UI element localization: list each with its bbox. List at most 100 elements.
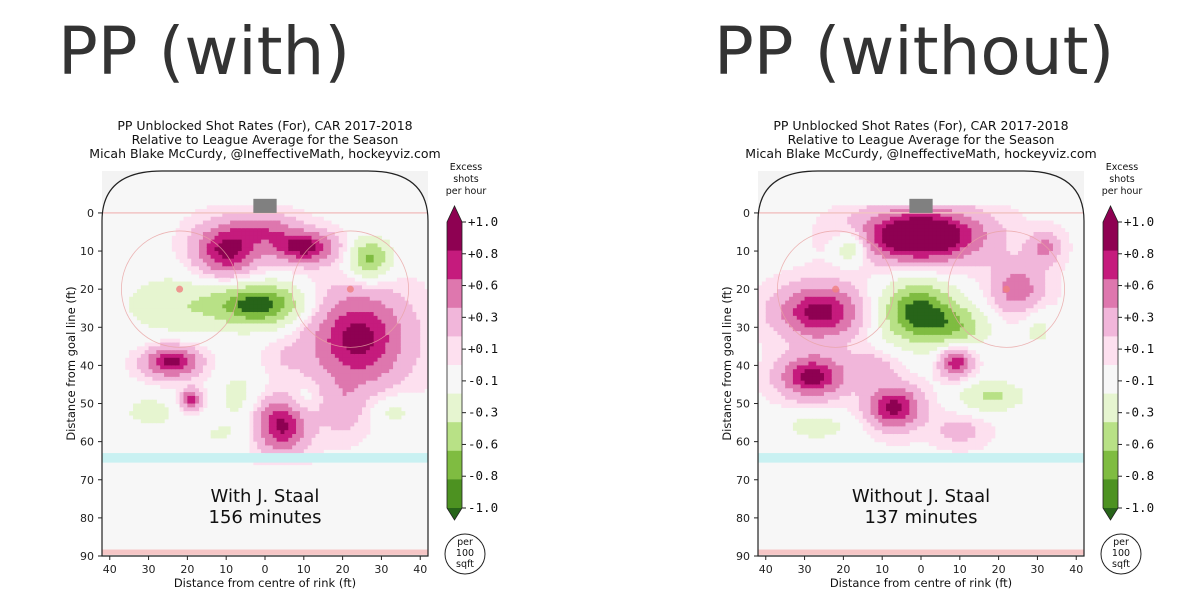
heatmap-cell xyxy=(812,296,817,302)
heatmap-cell xyxy=(385,266,390,271)
heatmap-cell xyxy=(253,224,258,229)
heatmap-cell xyxy=(858,212,864,218)
heatmap-cell xyxy=(233,228,239,233)
heatmap-cell xyxy=(288,334,293,340)
heatmap-cell xyxy=(393,384,398,389)
heatmap-cell xyxy=(237,380,243,386)
heatmap-cell xyxy=(330,384,336,389)
heatmap-cell xyxy=(816,258,821,264)
heatmap-cell xyxy=(152,361,157,367)
heatmap-cell xyxy=(816,319,821,325)
heatmap-cell xyxy=(393,281,398,286)
heatmap-cell xyxy=(858,239,864,245)
heatmap-cell xyxy=(843,395,848,401)
heatmap-cell xyxy=(851,403,856,408)
heatmap-cell xyxy=(253,266,258,271)
heatmap-cell xyxy=(315,331,320,336)
heatmap-cell xyxy=(265,399,270,405)
heatmap-cell xyxy=(276,445,282,450)
heatmap-cell xyxy=(249,212,254,218)
heatmap-cell xyxy=(160,418,165,424)
heatmap-cell xyxy=(350,407,355,412)
heatmap-cell xyxy=(362,262,367,267)
heatmap-cell xyxy=(272,407,278,412)
heatmap-cell xyxy=(334,434,340,439)
heatmap-cell xyxy=(129,365,134,370)
heatmap-cell xyxy=(187,235,192,241)
heatmap-cell xyxy=(789,342,794,347)
heatmap-cell xyxy=(265,414,270,420)
heatmap-cell xyxy=(292,231,297,237)
heatmap-cell xyxy=(296,220,301,225)
heatmap-cell xyxy=(804,403,810,408)
heatmap-cell xyxy=(812,430,817,435)
heatmap-cell xyxy=(804,430,810,435)
heatmap-cell xyxy=(218,270,223,275)
heatmap-cell xyxy=(404,292,410,298)
heatmap-cell xyxy=(253,254,258,260)
heatmap-cell xyxy=(362,399,367,405)
heatmap-cell xyxy=(230,251,235,256)
heatmap-cell xyxy=(334,350,340,355)
heatmap-cell xyxy=(827,285,833,290)
heatmap-cell xyxy=(338,231,344,237)
heatmap-cell xyxy=(839,331,844,336)
heatmap-cell xyxy=(245,281,251,286)
heatmap-cell xyxy=(315,304,320,309)
heatmap-cell xyxy=(175,388,181,393)
heatmap-cell xyxy=(858,266,864,271)
heatmap-cell xyxy=(765,300,771,306)
heatmap-cell xyxy=(299,209,305,214)
heatmap-cell xyxy=(148,411,154,416)
heatmap-cell xyxy=(761,380,767,386)
heatmap-cell xyxy=(241,384,247,389)
heatmap-cell xyxy=(187,239,192,245)
heatmap-cell xyxy=(299,426,305,431)
heatmap-cell xyxy=(288,338,293,344)
heatmap-cell xyxy=(420,327,425,332)
heatmap-cell xyxy=(175,243,181,248)
heatmap-cell xyxy=(874,399,879,405)
heatmap-cell xyxy=(381,380,386,386)
heatmap-cell xyxy=(851,376,856,382)
heatmap-cell xyxy=(152,281,157,286)
heatmap-cell xyxy=(330,430,336,435)
heatmap-cell xyxy=(226,388,231,393)
heatmap-cell xyxy=(191,247,196,252)
heatmap-cell xyxy=(851,209,856,214)
heatmap-cell xyxy=(796,266,802,271)
heatmap-cell xyxy=(878,395,883,401)
heatmap-cell xyxy=(862,361,868,367)
heatmap-cell xyxy=(369,399,375,405)
heatmap-cell xyxy=(812,262,817,267)
heatmap-cell xyxy=(218,251,223,256)
heatmap-cell xyxy=(827,376,833,382)
heatmap-cell xyxy=(133,373,138,378)
heatmap-cell xyxy=(377,251,383,256)
heatmap-cell xyxy=(323,331,328,336)
heatmap-cell xyxy=(191,224,196,229)
heatmap-cell xyxy=(187,346,192,351)
heatmap-cell xyxy=(835,399,841,405)
heatmap-cell xyxy=(338,300,344,306)
heatmap-cell xyxy=(179,357,185,363)
heatmap-cell xyxy=(265,251,270,256)
heatmap-cell xyxy=(199,380,204,386)
heatmap-cell xyxy=(796,373,802,378)
heatmap-cell xyxy=(365,414,371,420)
heatmap-cell xyxy=(268,426,274,431)
heatmap-cell xyxy=(346,407,351,412)
heatmap-cell xyxy=(769,369,775,374)
heatmap-cell xyxy=(187,285,192,290)
heatmap-cell xyxy=(424,376,428,382)
heatmap-cell xyxy=(796,338,802,344)
heatmap-cell xyxy=(191,388,196,393)
heatmap-cell xyxy=(765,369,771,374)
heatmap-cell xyxy=(789,357,794,363)
heatmap-cell xyxy=(373,334,379,340)
heatmap-cell xyxy=(327,346,332,351)
heatmap-cell xyxy=(226,323,231,328)
heatmap-cell xyxy=(773,373,779,378)
heatmap-cell xyxy=(847,357,852,363)
heatmap-cell xyxy=(412,308,417,313)
